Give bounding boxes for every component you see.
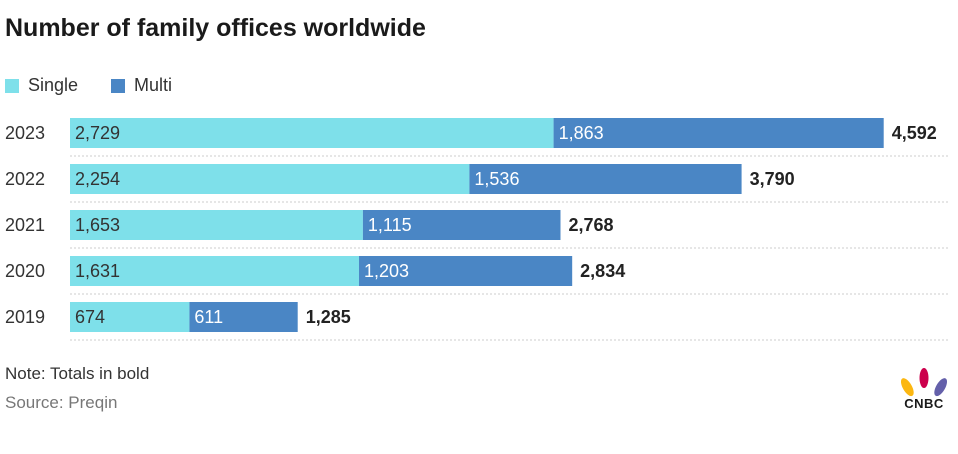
bar-value-label: 674 bbox=[75, 307, 105, 327]
bar-value-label: 1,115 bbox=[368, 215, 412, 235]
bar-value-label: 611 bbox=[194, 307, 223, 327]
category-label: 2021 bbox=[5, 215, 45, 235]
bar-segment-multi bbox=[553, 118, 884, 148]
chart-note: Note: Totals in bold bbox=[5, 364, 150, 383]
peacock-icon bbox=[897, 368, 951, 423]
bar-value-label: 1,653 bbox=[75, 215, 120, 235]
chart-source: Source: Preqin bbox=[5, 393, 118, 412]
bar-value-label: 2,729 bbox=[75, 123, 120, 143]
legend-item-multi: Multi bbox=[111, 75, 172, 96]
bar-segment-multi bbox=[189, 302, 298, 332]
total-label: 2,768 bbox=[568, 215, 613, 235]
cnbc-logo: CNBC bbox=[896, 368, 952, 423]
total-label: 3,790 bbox=[750, 169, 795, 189]
total-label: 1,285 bbox=[306, 307, 351, 327]
bar-value-label: 2,254 bbox=[75, 169, 120, 189]
legend-label-multi: Multi bbox=[134, 75, 173, 95]
category-label: 2023 bbox=[5, 123, 45, 143]
legend-item-single: Single bbox=[5, 75, 78, 96]
legend: Single Multi bbox=[5, 75, 205, 96]
bar-segment-single bbox=[70, 164, 470, 194]
logo-text: CNBC bbox=[904, 396, 944, 411]
bar-value-label: 1,863 bbox=[559, 123, 604, 143]
bar-segment-single bbox=[70, 210, 363, 240]
bar-segment-single bbox=[70, 118, 554, 148]
chart-title: Number of family offices worldwide bbox=[5, 14, 426, 42]
category-label: 2020 bbox=[5, 261, 45, 281]
legend-swatch-multi bbox=[111, 78, 126, 93]
category-label: 2022 bbox=[5, 169, 45, 189]
bar-value-label: 1,203 bbox=[364, 261, 409, 281]
total-label: 2,834 bbox=[580, 261, 625, 281]
bar-value-label: 1,631 bbox=[75, 261, 120, 281]
legend-label-single: Single bbox=[28, 75, 79, 95]
bar-segment-single bbox=[70, 302, 190, 332]
legend-swatch-single bbox=[5, 78, 19, 93]
total-label: 4,592 bbox=[892, 123, 937, 143]
bar-segment-multi bbox=[359, 256, 573, 286]
bar-value-label: 1,536 bbox=[474, 169, 519, 189]
bar-segment-multi bbox=[362, 210, 561, 240]
category-label: 2019 bbox=[5, 307, 45, 327]
bar-segment-multi bbox=[469, 164, 742, 194]
bar-segment-single bbox=[70, 256, 360, 286]
